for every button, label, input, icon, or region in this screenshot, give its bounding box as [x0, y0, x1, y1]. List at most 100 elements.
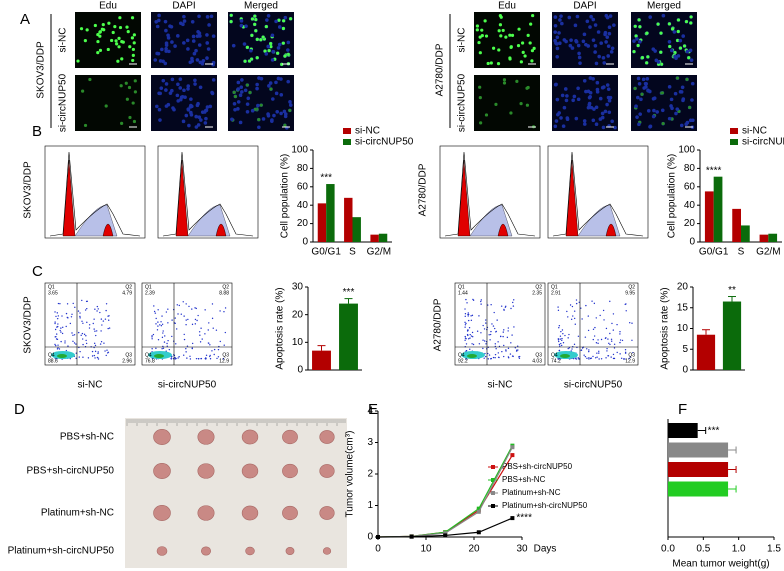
edu-cell [646, 55, 650, 59]
event [492, 356, 495, 359]
event [466, 302, 468, 304]
edu-cell [250, 17, 255, 21]
nucleus [638, 40, 642, 44]
column-header: DAPI [573, 1, 596, 12]
nucleus [588, 76, 593, 80]
edu-cell [115, 42, 119, 46]
event [503, 329, 505, 331]
quadrant-name: Q1 [458, 284, 465, 290]
event [189, 358, 192, 360]
event [59, 303, 61, 305]
nucleus [690, 98, 694, 102]
event [198, 331, 201, 333]
edu-cell [253, 107, 257, 112]
edu-cell [259, 38, 263, 42]
event [482, 324, 484, 327]
legend-label: Platinum+sh-circNUP50 [502, 501, 588, 510]
nucleus [597, 54, 602, 59]
nucleus [155, 24, 160, 29]
event [83, 333, 86, 336]
edu-cell [245, 45, 249, 49]
nucleus [163, 19, 168, 24]
nucleus [210, 91, 215, 96]
nucleus [245, 102, 250, 106]
nucleus [586, 105, 591, 110]
event [79, 315, 81, 318]
y-tick-label: 60 [684, 181, 696, 192]
event [93, 342, 96, 345]
event [570, 318, 573, 321]
event [467, 312, 469, 314]
tumor [197, 463, 215, 479]
nucleus [178, 86, 183, 90]
edu-cell [232, 90, 236, 94]
nucleus [232, 101, 237, 106]
edu-cell [117, 45, 121, 49]
event [177, 313, 179, 315]
event [505, 350, 507, 352]
nucleus [645, 76, 650, 81]
edu-cell [532, 46, 536, 50]
nucleus [660, 108, 665, 113]
nucleus [607, 110, 612, 115]
x-tick-label: 1.5 [767, 544, 781, 555]
event [100, 340, 103, 343]
event [464, 335, 466, 338]
event [489, 333, 492, 336]
significance: *** [343, 287, 355, 298]
event [470, 319, 473, 322]
scatter-frame [141, 282, 233, 366]
point [476, 506, 481, 511]
nucleus [587, 95, 592, 100]
event [54, 311, 56, 313]
edu-cell [682, 44, 687, 48]
event [613, 357, 616, 360]
quadrant-name: Q3 [125, 352, 132, 358]
event [610, 338, 613, 341]
event [595, 317, 597, 319]
point [510, 445, 515, 450]
event [619, 333, 621, 335]
edu-cell [130, 16, 135, 20]
event [75, 343, 77, 345]
event [211, 303, 214, 305]
event [497, 352, 500, 354]
edu-cell [259, 103, 263, 107]
event [624, 348, 627, 351]
event [624, 358, 626, 360]
tumor [153, 429, 171, 445]
event [492, 325, 495, 327]
edu-cell [502, 81, 507, 85]
event [209, 355, 211, 358]
event [151, 338, 153, 340]
edu-cell [516, 43, 521, 48]
event [619, 339, 622, 341]
event [174, 317, 176, 319]
group-label: Platinum+sh-circNUP50 [8, 546, 115, 557]
quadrant-name: Q2 [535, 284, 542, 290]
nucleus [201, 58, 206, 63]
edu-cell [636, 43, 640, 48]
nucleus [591, 38, 596, 42]
micrograph [552, 12, 618, 68]
legend-label: si-NC [742, 126, 767, 137]
nucleus [587, 103, 592, 107]
nucleus [265, 18, 269, 22]
event [491, 323, 493, 325]
edu-cell [492, 46, 496, 50]
event [108, 319, 110, 321]
event [222, 357, 225, 360]
event [596, 356, 598, 358]
nucleus [594, 105, 599, 110]
event [598, 358, 600, 360]
nucleus [207, 23, 211, 27]
edu-cell [255, 37, 259, 41]
y-tick-label: 60 [297, 181, 309, 192]
nucleus [186, 47, 190, 51]
event [91, 350, 94, 353]
nucleus [575, 14, 580, 19]
nucleus [595, 80, 600, 85]
nucleus [205, 105, 210, 109]
event [107, 327, 109, 330]
event [496, 319, 498, 321]
